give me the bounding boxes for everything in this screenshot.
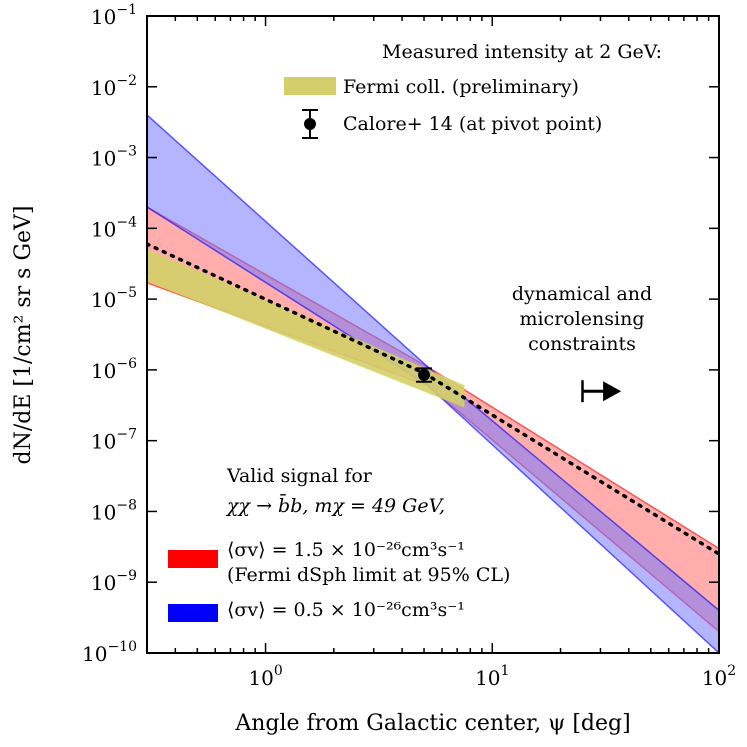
annotation-line-3: constraints (528, 333, 636, 355)
legend-calore-label: Calore+ 14 (at pivot point) (343, 113, 602, 135)
y-tick-label: 10−8 (91, 497, 137, 524)
legend-blue-label: ⟨σv⟩ = 0.5 × 10⁻²⁶cm³s⁻¹ (227, 599, 465, 621)
legend-top: Measured intensity at 2 GeV: Fermi coll.… (284, 41, 662, 139)
x-tick-label: 100 (248, 663, 282, 690)
band-2 (147, 248, 465, 409)
plot-frame (146, 15, 720, 654)
y-tick-label: 10−5 (91, 285, 137, 312)
legend-calore-marker (302, 109, 318, 139)
y-tick-label: 10−1 (91, 2, 137, 29)
y-tick-label: 10−6 (91, 356, 137, 383)
right-arrow-icon (581, 380, 622, 403)
legend-bottom-line1: Valid signal for (226, 465, 373, 487)
legend-red-label: ⟨σv⟩ = 1.5 × 10⁻²⁶cm³s⁻¹ (227, 539, 465, 561)
x-tick-label: 102 (702, 663, 736, 690)
y-axis-label: dN/dE [1/cm² sr s GeV] (11, 205, 36, 464)
calore-point (418, 368, 431, 381)
x-axis-label: Angle from Galactic center, ψ [deg] (234, 711, 630, 736)
legend-fermi-label: Fermi coll. (preliminary) (343, 76, 579, 98)
legend-bottom: Valid signal for χχ → b̄b, mχ = 49 GeV, … (168, 465, 510, 622)
legend-blue-swatch (168, 604, 218, 622)
legend-fermi-swatch (284, 77, 336, 95)
y-tick-label: 10−9 (91, 568, 137, 595)
legend-red-swatch (168, 550, 218, 568)
constraints-annotation: dynamical and microlensing constraints (512, 283, 652, 403)
y-tick-label: 10−10 (82, 639, 137, 666)
y-tick-label: 10−4 (91, 214, 137, 241)
legend-bottom-line2: χχ → b̄b, mχ = 49 GeV, (225, 493, 445, 517)
annotation-line-1: dynamical and (512, 283, 652, 305)
annotation-line-2: microlensing (519, 308, 644, 330)
y-tick-label: 10−3 (91, 144, 137, 171)
legend-top-title: Measured intensity at 2 GeV: (382, 41, 662, 63)
x-tick-label: 101 (475, 663, 509, 690)
legend-red-note: (Fermi dSph limit at 95% CL) (227, 564, 510, 586)
arrow-head (603, 381, 622, 402)
y-tick-label: 10−7 (91, 427, 137, 454)
y-tick-label: 10−2 (91, 73, 137, 100)
